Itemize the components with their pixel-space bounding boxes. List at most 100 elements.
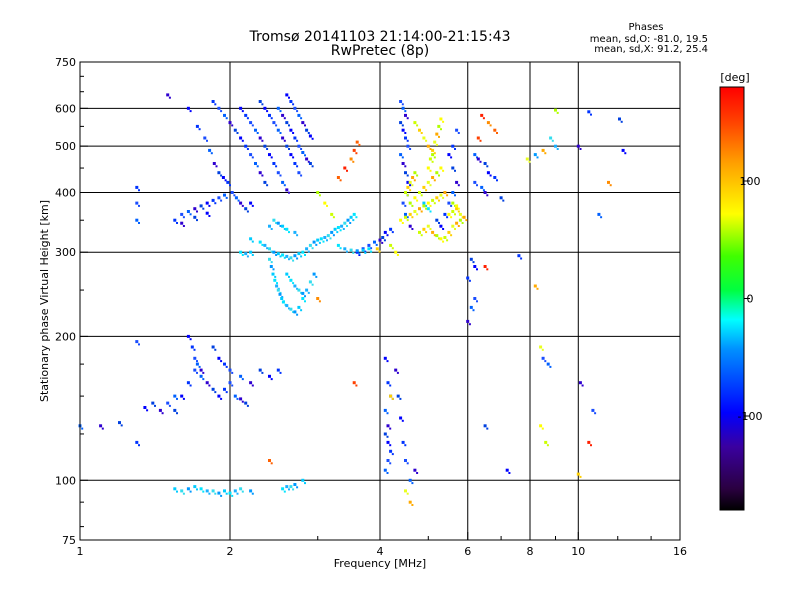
- data-point: [276, 106, 280, 110]
- data-point: [244, 144, 248, 148]
- data-point: [450, 204, 453, 207]
- data-point: [296, 486, 299, 489]
- data-point: [231, 124, 234, 127]
- data-point: [404, 136, 407, 140]
- data-point: [446, 194, 449, 197]
- data-point: [389, 243, 393, 247]
- data-point: [336, 226, 340, 229]
- data-point: [428, 157, 432, 161]
- data-point: [173, 408, 177, 412]
- data-point: [244, 252, 248, 256]
- data-point: [281, 224, 285, 228]
- data-point: [288, 124, 290, 127]
- data-point: [450, 156, 453, 159]
- data-point: [244, 113, 248, 117]
- data-point: [168, 404, 171, 407]
- data-point: [352, 251, 355, 254]
- data-point: [135, 440, 139, 444]
- data-point: [435, 218, 439, 222]
- data-point: [406, 117, 409, 120]
- data-point: [285, 144, 289, 148]
- data-point: [293, 230, 297, 234]
- data-point: [256, 165, 259, 168]
- data-point: [249, 121, 253, 125]
- data-point: [316, 297, 320, 300]
- data-point: [208, 384, 211, 387]
- data-point: [143, 406, 147, 409]
- data-point: [411, 204, 414, 207]
- data-point: [579, 475, 582, 478]
- data-point: [173, 218, 177, 222]
- data-point: [457, 132, 460, 134]
- data-point: [251, 492, 254, 495]
- data-point: [297, 305, 301, 309]
- data-point: [435, 132, 439, 136]
- data-point: [383, 468, 387, 472]
- data-point: [578, 381, 582, 385]
- data-point: [182, 216, 185, 219]
- data-point: [198, 128, 201, 131]
- data-point: [180, 212, 184, 216]
- data-point: [270, 261, 273, 264]
- data-point: [458, 218, 462, 222]
- data-point: [289, 153, 293, 157]
- data-point: [486, 427, 489, 430]
- data-point: [406, 185, 410, 189]
- data-point: [263, 106, 267, 110]
- data-point: [597, 212, 601, 216]
- data-point: [241, 139, 244, 142]
- data-point: [283, 228, 286, 230]
- data-point: [258, 368, 262, 372]
- data-point: [211, 198, 215, 202]
- data-point: [457, 210, 460, 213]
- data-point: [297, 288, 301, 292]
- data-point: [268, 374, 271, 378]
- data-point: [230, 191, 234, 194]
- data-point: [225, 492, 228, 495]
- data-point: [246, 117, 249, 120]
- data-point: [293, 284, 297, 288]
- data-point: [383, 230, 387, 234]
- data-point: [289, 307, 293, 311]
- data-point: [285, 188, 289, 192]
- data-point: [411, 504, 414, 506]
- data-point: [221, 176, 225, 179]
- data-point: [275, 254, 278, 256]
- data-point: [293, 483, 297, 486]
- data-point: [268, 113, 271, 117]
- data-point: [233, 489, 237, 493]
- data-point: [228, 368, 232, 372]
- data-point: [315, 243, 318, 246]
- data-point: [231, 494, 234, 497]
- data-point: [275, 124, 278, 127]
- data-point: [422, 136, 426, 140]
- data-point: [234, 196, 238, 200]
- data-point: [533, 284, 537, 288]
- data-point: [544, 440, 548, 444]
- data-point: [300, 291, 303, 294]
- data-point: [279, 110, 282, 113]
- data-point: [173, 487, 177, 491]
- data-point: [263, 144, 267, 148]
- data-point: [546, 444, 549, 447]
- data-point: [196, 219, 198, 222]
- data-point: [182, 397, 185, 400]
- data-point: [549, 365, 552, 368]
- data-point: [168, 96, 171, 99]
- data-point: [272, 162, 276, 165]
- data-point: [301, 291, 305, 295]
- data-point: [326, 234, 330, 238]
- data-point: [268, 459, 271, 462]
- data-point: [300, 309, 303, 312]
- data-point: [426, 180, 430, 184]
- data-point: [438, 135, 440, 138]
- data-point: [246, 148, 249, 150]
- data-point: [431, 230, 435, 234]
- data-point: [383, 408, 387, 412]
- data-point: [343, 221, 347, 225]
- data-point: [332, 216, 335, 219]
- data-point: [346, 218, 350, 222]
- data-point: [364, 251, 367, 254]
- x-tick-label: 4: [377, 545, 384, 558]
- data-point: [433, 156, 436, 159]
